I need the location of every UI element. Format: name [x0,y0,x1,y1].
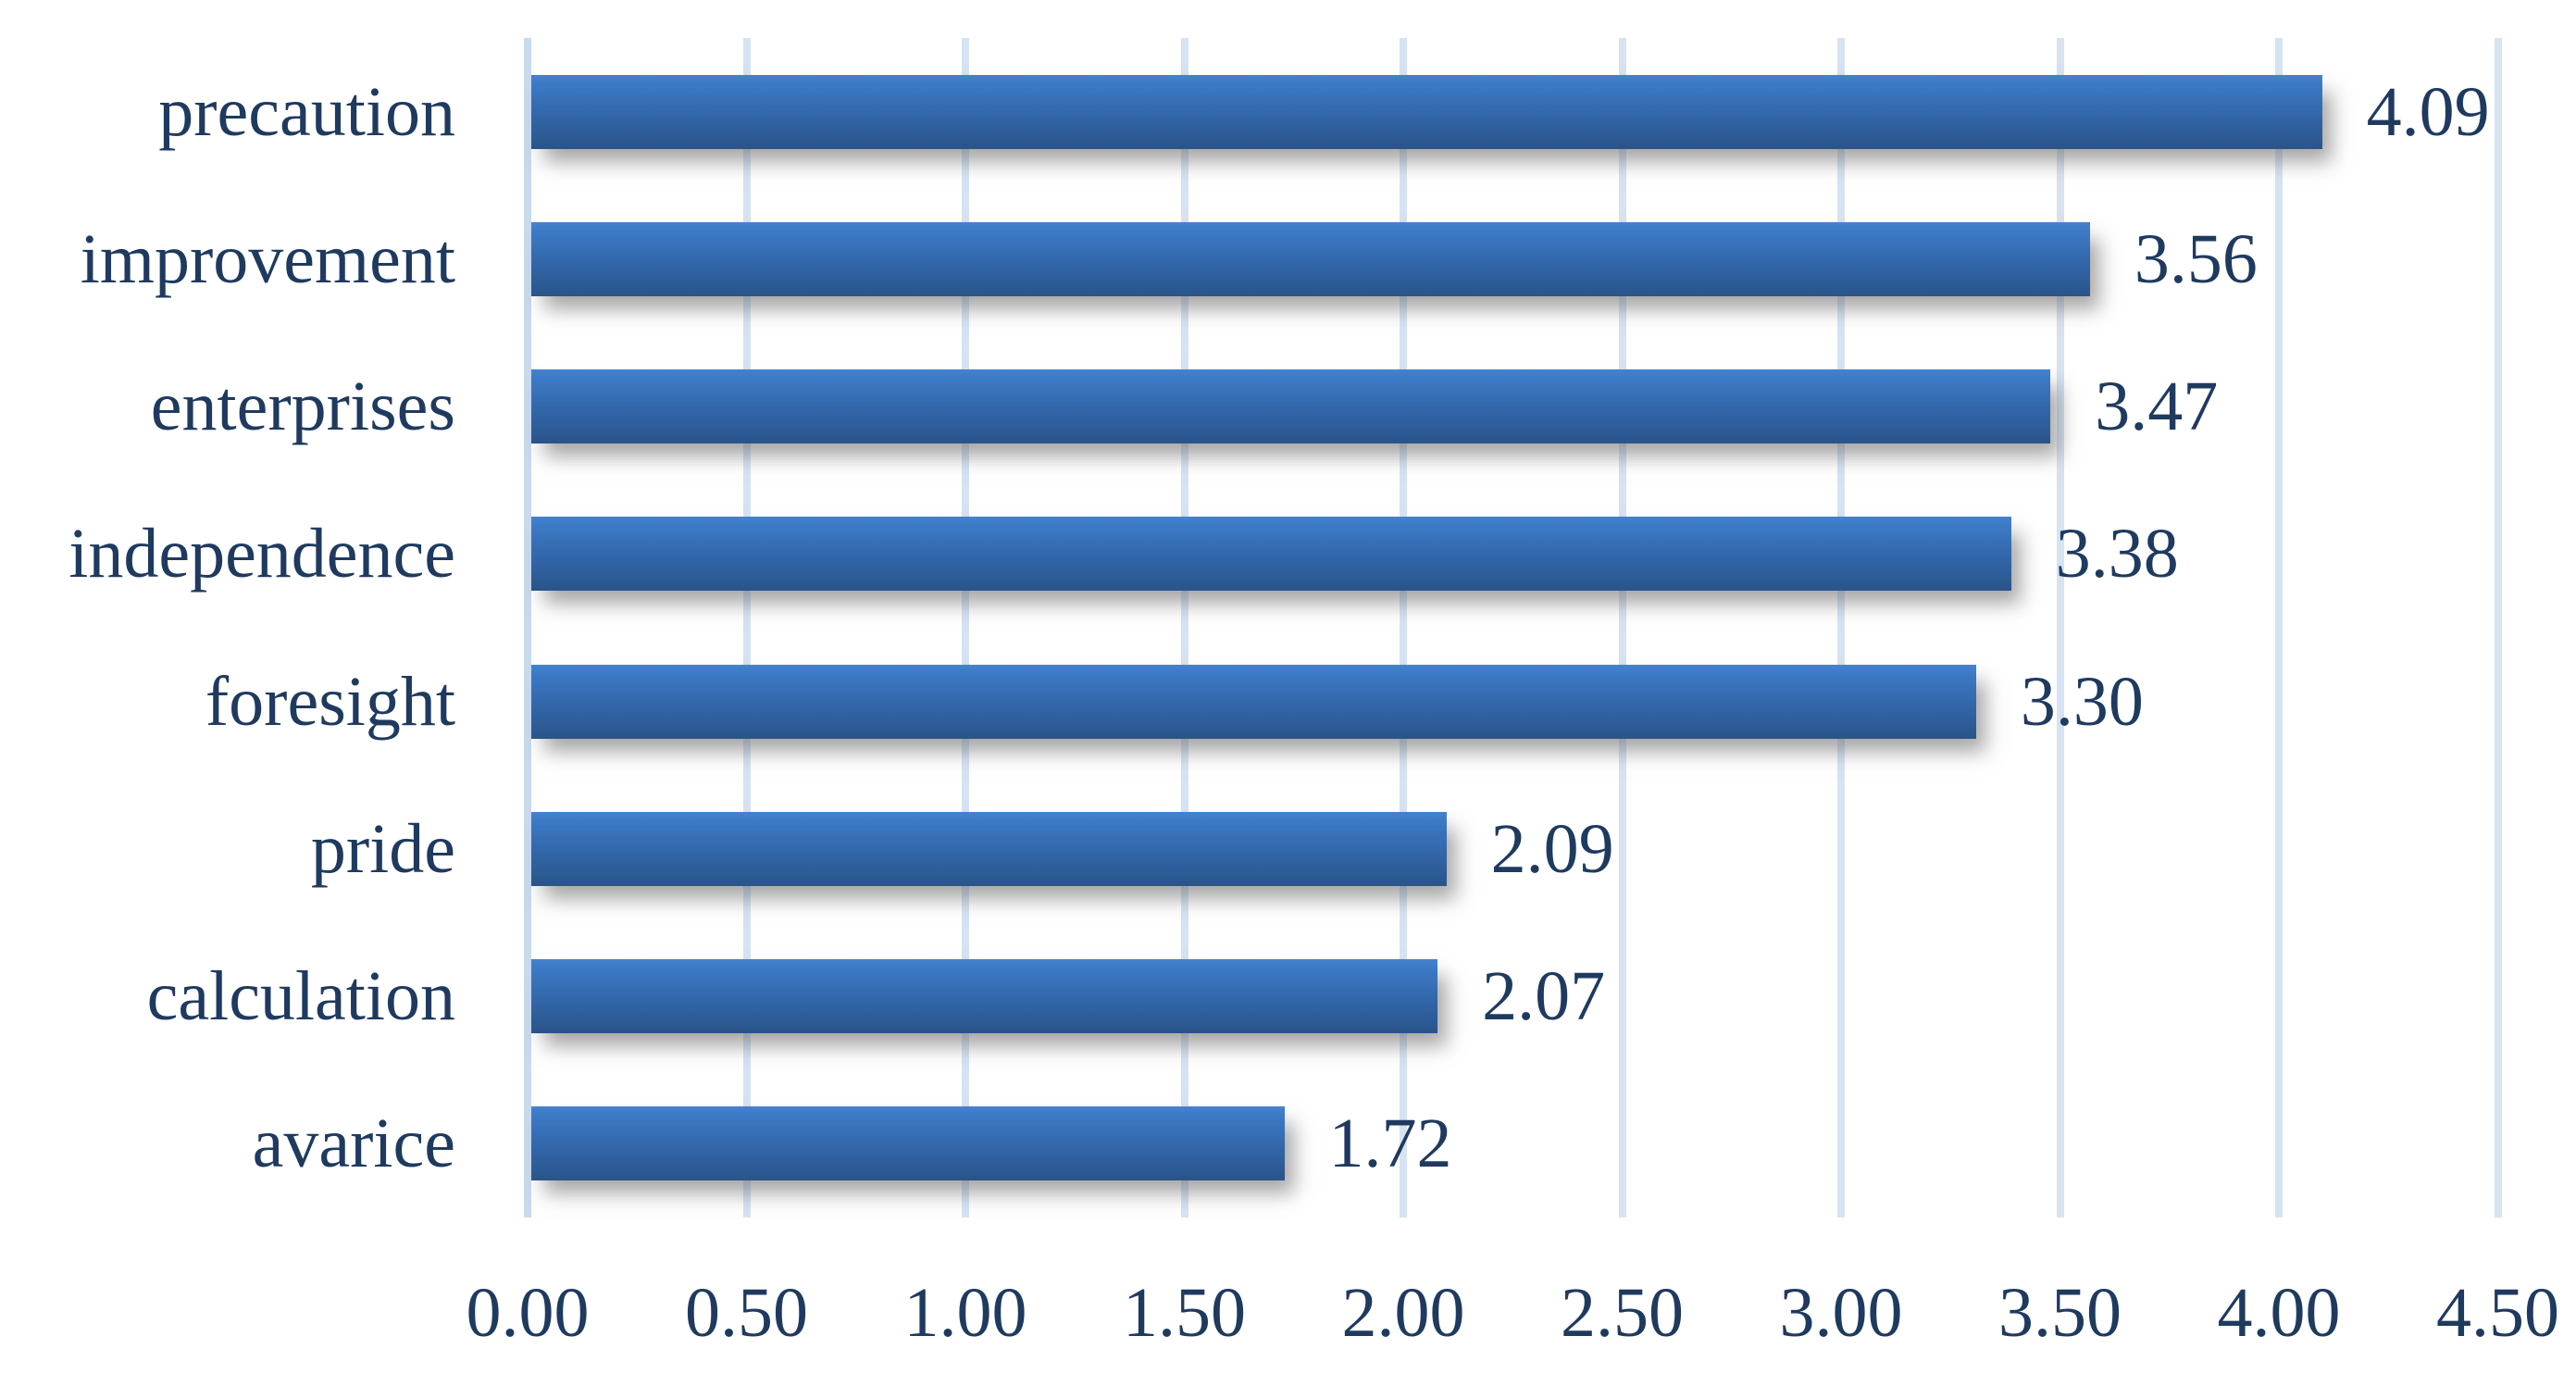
category-label: avarice [252,1105,455,1183]
x-axis-tick-label: 3.00 [1779,1274,1903,1352]
x-axis-tick-label: 3.50 [1998,1274,2122,1352]
category-label: improvement [80,219,455,298]
gridline [742,38,751,1217]
gridline [2275,38,2283,1217]
x-axis-tick-label: 0.00 [466,1274,590,1352]
x-axis-tick-label: 1.50 [1123,1274,1246,1352]
gridline [1180,38,1188,1217]
x-axis-tick-label: 2.50 [1561,1274,1684,1352]
bar [531,369,2051,444]
gridline [2056,38,2064,1217]
value-label: 3.47 [2095,368,2219,446]
gridline [1400,38,1407,1217]
x-axis-tick-label: 0.50 [685,1274,808,1352]
x-axis-tick-label: 2.00 [1341,1274,1465,1352]
category-label: calculation [146,957,455,1036]
category-label: independence [68,515,455,593]
x-axis-tick-label: 1.00 [903,1274,1027,1352]
value-label: 4.09 [2366,72,2490,151]
category-label: pride [310,809,455,888]
value-label: 1.72 [1328,1105,1452,1183]
bar [531,664,1976,739]
gridline [1837,38,1845,1217]
y-axis-line [524,38,531,1217]
gridline [2494,38,2502,1217]
category-label: precaution [158,72,455,151]
bar [531,74,2322,149]
category-label: foresight [205,662,455,741]
bar [531,1106,1285,1181]
bar [531,221,2090,296]
category-label: enterprises [150,368,455,446]
bar [531,811,1447,886]
bar [531,517,2011,592]
value-label: 2.07 [1482,957,1606,1036]
gridline [962,38,969,1217]
value-label: 2.09 [1490,809,1614,888]
x-axis-tick-label: 4.00 [2217,1274,2341,1352]
gridline [1618,38,1626,1217]
value-label: 3.30 [2020,662,2144,741]
x-axis-tick-label: 4.50 [2436,1274,2559,1352]
bar [531,959,1438,1034]
value-label: 3.38 [2055,515,2179,593]
value-label: 3.56 [2134,219,2258,298]
